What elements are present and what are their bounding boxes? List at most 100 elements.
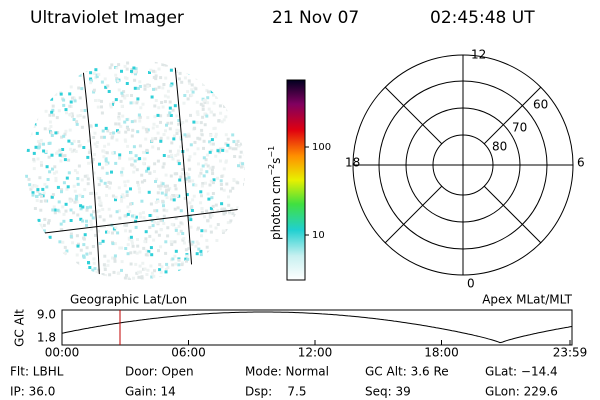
- pixel: [127, 276, 131, 280]
- pixel: [30, 232, 33, 236]
- pixel: [205, 88, 209, 92]
- pixel: [42, 223, 46, 227]
- pixel: [91, 268, 95, 272]
- pixel: [82, 66, 86, 70]
- pixel: [78, 73, 82, 77]
- pixel: [60, 154, 64, 158]
- pixel: [237, 68, 240, 72]
- pixel: [107, 90, 111, 93]
- pixel: [207, 80, 211, 84]
- pixel: [57, 200, 61, 204]
- pixel: [68, 128, 72, 132]
- pixel: [162, 208, 166, 212]
- pixel: [87, 161, 91, 165]
- pixel: [234, 76, 238, 79]
- pixel: [50, 134, 54, 137]
- pixel: [91, 158, 95, 161]
- pixel: [126, 243, 130, 247]
- pixel: [182, 241, 186, 245]
- pixel: [111, 194, 115, 198]
- pixel: [241, 133, 244, 137]
- pixel: [161, 182, 165, 186]
- pixel: [227, 203, 231, 207]
- pixel: [164, 63, 168, 67]
- pixel: [179, 221, 183, 225]
- pixel: [138, 115, 142, 119]
- pixel: [232, 252, 236, 256]
- pixel: [62, 103, 66, 107]
- pixel: [232, 222, 236, 226]
- pixel: [108, 186, 112, 190]
- pixel: [95, 270, 99, 274]
- pixel: [147, 190, 151, 194]
- pixel: [125, 273, 128, 277]
- pixel: [211, 204, 215, 208]
- pixel: [89, 251, 92, 255]
- pixel: [36, 232, 40, 236]
- pixel: [43, 127, 47, 131]
- pixel: [174, 227, 178, 231]
- pixel: [69, 147, 73, 151]
- pixel: [166, 89, 170, 93]
- pixel: [69, 85, 73, 89]
- pixel: [185, 254, 189, 258]
- pixel: [217, 71, 221, 75]
- pixel: [190, 93, 194, 97]
- pixel: [98, 215, 102, 219]
- pixel: [65, 249, 69, 253]
- pixel: [218, 85, 221, 89]
- pixel: [216, 149, 220, 153]
- pixel: [237, 123, 241, 127]
- pixel: [225, 229, 229, 232]
- pixel: [212, 258, 216, 262]
- pixel: [239, 150, 243, 154]
- pixel: [134, 225, 138, 229]
- pixel: [48, 141, 52, 145]
- pixel: [243, 153, 245, 156]
- info-field: Gain: 14: [125, 385, 176, 399]
- pixel: [64, 202, 68, 206]
- pixel: [107, 207, 111, 211]
- pixel: [93, 131, 97, 135]
- pixel: [58, 148, 62, 152]
- pixel: [212, 113, 216, 117]
- pixel: [140, 173, 144, 177]
- pixel: [149, 264, 153, 268]
- pixel: [217, 271, 221, 275]
- pixel: [227, 105, 231, 109]
- pixel: [235, 258, 239, 262]
- pixel: [36, 189, 40, 193]
- pixel: [214, 154, 218, 158]
- pixel: [46, 89, 50, 93]
- orbit-left-label: Geographic Lat/Lon: [70, 293, 187, 307]
- pixel: [209, 230, 213, 234]
- pixel: [133, 159, 137, 163]
- pixel: [158, 268, 162, 272]
- pixel: [188, 266, 192, 270]
- pixel: [76, 70, 79, 74]
- pixel: [196, 113, 200, 116]
- pixel: [48, 170, 52, 174]
- pixel: [159, 114, 163, 118]
- pixel: [58, 240, 62, 244]
- pixel: [35, 117, 39, 121]
- pixel: [230, 207, 234, 211]
- pixel: [123, 76, 127, 80]
- pixel: [173, 104, 177, 108]
- pixel: [156, 221, 160, 224]
- pixel: [231, 84, 235, 88]
- pixel: [174, 187, 178, 191]
- pixel: [219, 249, 223, 253]
- pixel: [172, 198, 176, 202]
- pixel: [121, 94, 125, 98]
- pixel: [235, 72, 239, 76]
- pixel: [142, 150, 145, 154]
- pixel: [119, 99, 123, 103]
- pixel: [243, 200, 245, 204]
- pixel: [43, 182, 47, 186]
- pixel: [126, 128, 130, 132]
- pixel: [48, 120, 52, 124]
- pixel: [228, 210, 231, 214]
- pixel: [234, 68, 238, 72]
- pixel: [145, 249, 149, 253]
